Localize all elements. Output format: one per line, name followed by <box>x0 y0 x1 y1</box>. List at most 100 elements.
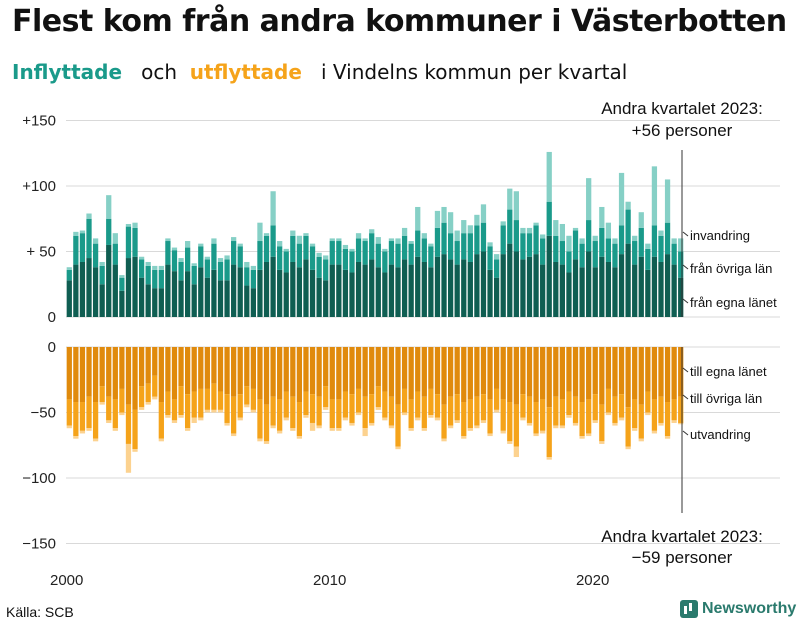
series-label-tick <box>683 232 688 236</box>
bar-out-2 <box>566 415 571 418</box>
bar-out-2 <box>290 428 295 431</box>
bar-out-2 <box>533 433 538 436</box>
bar-out-0 <box>343 347 348 392</box>
series-label: från egna länet <box>690 295 777 310</box>
bar-out-2 <box>316 426 321 429</box>
bar-out-0 <box>547 347 552 407</box>
bar-in-1 <box>474 225 479 254</box>
bar-in-0 <box>422 262 427 317</box>
bar-out-1 <box>316 397 321 426</box>
bar-out-2 <box>336 428 341 431</box>
bar-in-2 <box>612 238 617 243</box>
bar-in-0 <box>67 280 72 317</box>
bar-out-1 <box>363 397 368 428</box>
bar-out-1 <box>303 392 308 416</box>
bar-out-1 <box>612 397 617 423</box>
bar-in-1 <box>468 233 473 262</box>
bar-in-2 <box>323 255 328 259</box>
bar-in-1 <box>645 249 650 270</box>
bar-in-2 <box>468 225 473 233</box>
bar-out-2 <box>678 423 683 424</box>
bar-in-2 <box>474 215 479 225</box>
bar-in-0 <box>507 244 512 317</box>
bar-out-2 <box>310 423 315 431</box>
bar-out-2 <box>238 418 243 421</box>
bar-in-2 <box>73 232 78 236</box>
bar-out-1 <box>238 394 243 418</box>
bar-out-1 <box>553 397 558 426</box>
bar-in-2 <box>152 266 157 270</box>
bar-out-0 <box>514 347 519 405</box>
bar-in-1 <box>612 244 617 268</box>
bar-in-0 <box>330 265 335 317</box>
bar-out-1 <box>284 392 289 418</box>
bar-in-0 <box>218 280 223 317</box>
bar-in-0 <box>178 280 183 317</box>
bar-out-1 <box>599 405 604 442</box>
bar-out-0 <box>415 347 420 392</box>
bar-out-0 <box>619 347 624 394</box>
bar-in-2 <box>113 233 118 243</box>
bar-in-2 <box>533 223 538 226</box>
bar-in-0 <box>231 265 236 317</box>
bar-in-0 <box>606 262 611 317</box>
bar-out-0 <box>389 347 394 397</box>
bar-in-0 <box>257 270 262 317</box>
bar-in-1 <box>218 262 223 280</box>
bar-out-2 <box>198 418 203 421</box>
bar-in-1 <box>113 244 118 265</box>
bar-out-2 <box>244 405 249 408</box>
bar-out-2 <box>284 418 289 421</box>
bar-in-1 <box>139 259 144 277</box>
bar-in-0 <box>369 259 374 317</box>
bar-in-1 <box>336 241 341 265</box>
bar-in-1 <box>481 223 486 252</box>
bar-out-0 <box>612 347 617 397</box>
bar-in-2 <box>238 244 243 247</box>
bar-out-2 <box>593 420 598 423</box>
bar-out-2 <box>303 415 308 418</box>
bar-out-0 <box>455 347 460 394</box>
bar-in-2 <box>363 238 368 241</box>
bar-in-1 <box>540 238 545 264</box>
bar-in-0 <box>409 265 414 317</box>
bar-in-1 <box>455 241 460 265</box>
bar-out-1 <box>218 392 223 410</box>
bar-in-2 <box>146 262 151 266</box>
bar-in-2 <box>86 214 91 219</box>
bar-in-2 <box>224 255 229 259</box>
bar-in-1 <box>507 210 512 244</box>
bar-in-0 <box>290 262 295 317</box>
bar-out-0 <box>356 347 361 389</box>
bar-out-1 <box>468 399 473 428</box>
bar-in-0 <box>198 267 203 317</box>
bar-out-2 <box>422 428 427 431</box>
bar-in-2 <box>159 266 164 270</box>
bar-out-1 <box>678 397 683 423</box>
bar-out-1 <box>100 386 105 402</box>
series-label: invandring <box>690 228 750 243</box>
bar-out-2 <box>514 447 519 457</box>
bar-out-0 <box>369 347 374 394</box>
bar-in-0 <box>639 257 644 317</box>
bar-in-0 <box>520 259 525 317</box>
bar-in-1 <box>395 244 400 268</box>
bar-in-2 <box>566 236 571 252</box>
annotation-line2: +56 personer <box>632 121 733 140</box>
bar-out-2 <box>67 426 72 429</box>
bar-out-1 <box>422 397 427 428</box>
bar-out-1 <box>146 384 151 402</box>
bar-out-1 <box>198 389 203 418</box>
bar-in-2 <box>369 229 374 233</box>
bar-out-0 <box>441 347 446 405</box>
bar-out-0 <box>363 347 368 397</box>
bar-out-0 <box>520 347 525 394</box>
bar-out-2 <box>586 433 591 436</box>
bar-in-1 <box>599 228 604 257</box>
bar-in-1 <box>80 233 85 262</box>
bar-in-1 <box>501 225 506 254</box>
bar-out-2 <box>356 413 361 416</box>
bar-out-1 <box>264 405 269 442</box>
bar-out-1 <box>343 392 348 418</box>
bar-in-1 <box>409 244 414 265</box>
